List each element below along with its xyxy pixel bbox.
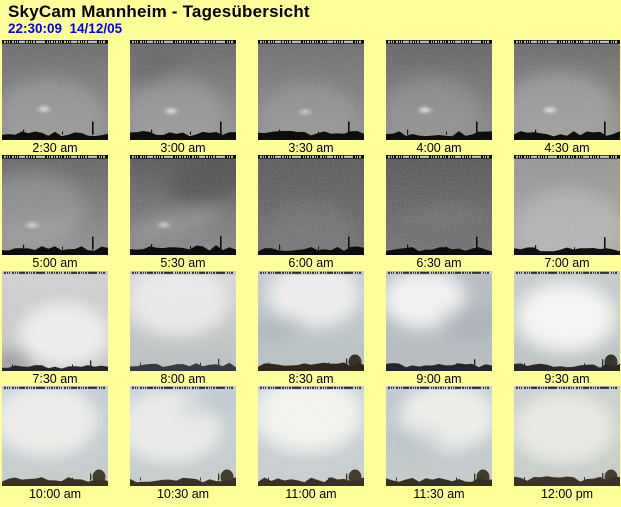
thumbnail-cell: 6:00 am — [258, 155, 364, 270]
sky-image — [130, 386, 236, 487]
thumbnail-cell: 7:00 am — [514, 155, 620, 270]
webcam-thumbnail[interactable] — [2, 40, 108, 140]
webcam-thumbnail[interactable] — [258, 155, 364, 256]
thumbnail-cell: 2:30 am — [2, 40, 108, 155]
thumbnail-cell: 8:00 am — [130, 270, 236, 386]
thumbnail-time-label: 11:00 am — [285, 487, 337, 502]
sky-image — [386, 155, 492, 256]
sky-image — [130, 40, 236, 140]
webcam-thumbnail[interactable] — [130, 270, 236, 371]
thumbnail-cell: 9:00 am — [386, 270, 492, 386]
webcam-thumbnail[interactable] — [258, 386, 364, 487]
sky-image — [386, 40, 492, 140]
webcam-thumbnail[interactable] — [130, 40, 236, 140]
sky-image — [386, 386, 492, 487]
webcam-thumbnail[interactable] — [258, 270, 364, 371]
sky-image — [130, 155, 236, 256]
webcam-thumbnail[interactable] — [514, 386, 620, 487]
sky-image — [258, 386, 364, 487]
webcam-thumbnail[interactable] — [386, 270, 492, 371]
thumbnail-time-label: 5:00 am — [32, 256, 78, 271]
sky-image — [514, 270, 620, 371]
thumbnail-cell: 10:00 am — [2, 386, 108, 501]
webcam-thumbnail[interactable] — [258, 40, 364, 140]
thumbnail-cell: 5:00 am — [2, 155, 108, 270]
thumbnail-cell: 4:00 am — [386, 40, 492, 155]
thumbnail-time-label: 6:30 am — [416, 256, 462, 271]
thumbnail-time-label: 9:00 am — [416, 371, 462, 386]
thumbnail-cell: 9:30 am — [514, 270, 620, 386]
webcam-thumbnail[interactable] — [386, 386, 492, 487]
webcam-thumbnail[interactable] — [514, 155, 620, 256]
thumbnail-time-label: 11:30 am — [413, 487, 465, 502]
thumbnail-time-label: 4:00 am — [416, 141, 462, 155]
thumbnail-time-label: 12:00 pm — [540, 487, 594, 502]
thumbnail-cell: 6:30 am — [386, 155, 492, 270]
sky-image — [514, 40, 620, 140]
thumbnail-time-label: 8:30 am — [288, 371, 334, 386]
webcam-thumbnail[interactable] — [130, 155, 236, 256]
thumbnail-time-label: 7:30 am — [32, 371, 78, 386]
webcam-thumbnail[interactable] — [2, 155, 108, 256]
sky-image — [2, 270, 108, 371]
page-title: SkyCam Mannheim - Tagesübersicht — [8, 2, 310, 21]
thumbnail-time-label: 3:30 am — [288, 141, 334, 155]
sky-image — [130, 270, 236, 371]
sky-image — [514, 386, 620, 487]
thumbnail-time-label: 10:00 am — [28, 487, 82, 502]
thumbnail-cell: 3:30 am — [258, 40, 364, 155]
thumbnail-cell: 10:30 am — [130, 386, 236, 501]
thumbnail-time-label: 2:30 am — [32, 141, 78, 155]
timestamp: 22:30:09 14/12/05 — [8, 21, 123, 36]
sky-image — [2, 155, 108, 256]
sky-image — [2, 386, 108, 487]
webcam-thumbnail[interactable] — [2, 386, 108, 487]
thumbnail-time-label: 6:00 am — [288, 256, 334, 271]
thumbnail-cell: 12:00 pm — [514, 386, 620, 501]
webcam-thumbnail[interactable] — [386, 155, 492, 256]
thumbnail-time-label: 4:30 am — [544, 141, 590, 155]
thumbnail-cell: 11:30 am — [386, 386, 492, 501]
thumbnail-grid: 2:30 am 3:00 am 3:30 am 4:00 am 4:30 am 5:00 … — [2, 40, 620, 502]
thumbnail-time-label: 3:00 am — [160, 141, 206, 155]
thumbnail-time-label: 10:30 am — [156, 487, 210, 502]
thumbnail-cell: 5:30 am — [130, 155, 236, 270]
thumbnail-time-label: 5:30 am — [160, 256, 206, 271]
thumbnail-time-label: 9:30 am — [544, 371, 590, 386]
sky-image — [258, 40, 364, 140]
sky-image — [258, 270, 364, 371]
thumbnail-cell: 8:30 am — [258, 270, 364, 386]
sky-image — [514, 155, 620, 256]
webcam-thumbnail[interactable] — [514, 270, 620, 371]
webcam-thumbnail[interactable] — [2, 270, 108, 371]
thumbnail-cell: 3:00 am — [130, 40, 236, 155]
sky-image — [386, 270, 492, 371]
thumbnail-cell: 4:30 am — [514, 40, 620, 155]
thumbnail-time-label: 8:00 am — [160, 371, 206, 386]
webcam-thumbnail[interactable] — [514, 40, 620, 140]
webcam-thumbnail[interactable] — [386, 40, 492, 140]
thumbnail-cell: 7:30 am — [2, 270, 108, 386]
webcam-thumbnail[interactable] — [130, 386, 236, 487]
sky-image — [258, 155, 364, 256]
thumbnail-cell: 11:00 am — [258, 386, 364, 501]
sky-image — [2, 40, 108, 140]
thumbnail-time-label: 7:00 am — [544, 256, 590, 271]
